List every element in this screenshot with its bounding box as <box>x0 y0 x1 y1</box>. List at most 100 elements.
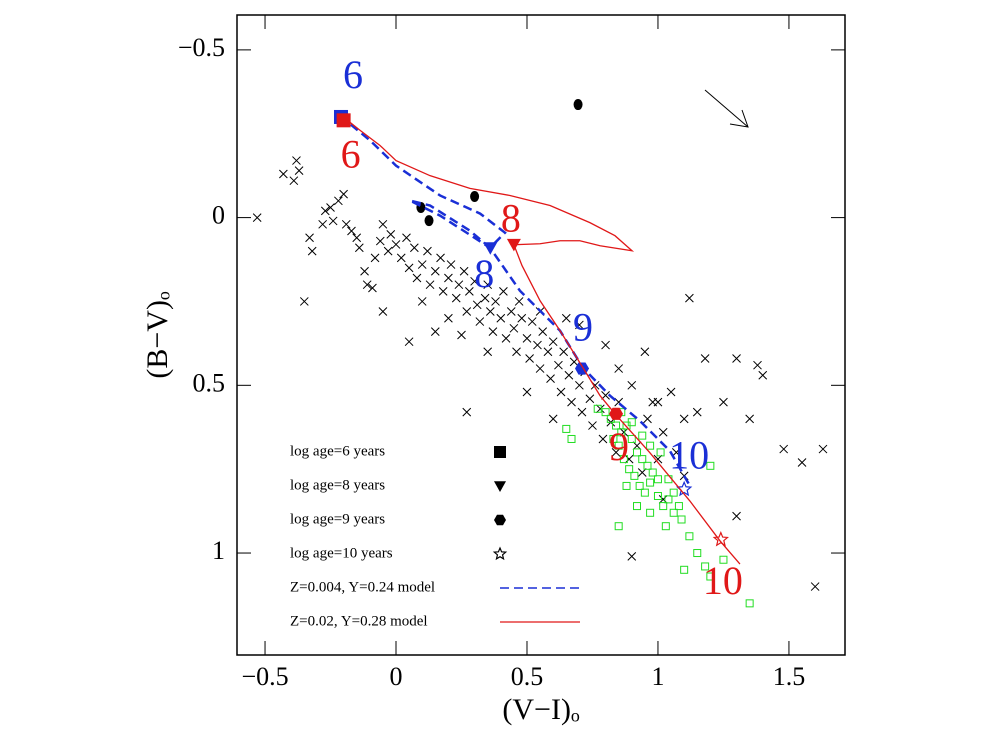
data-point <box>459 266 469 276</box>
data-point <box>386 230 396 239</box>
data-point <box>454 280 464 290</box>
data-point <box>546 374 555 383</box>
data-point <box>465 287 474 296</box>
data-point <box>533 340 542 350</box>
data-point <box>512 347 521 357</box>
data-point <box>409 243 419 253</box>
age-marker <box>483 242 498 255</box>
data-point <box>653 492 662 501</box>
data-point <box>307 246 317 256</box>
y-tick-label: 1 <box>212 536 225 565</box>
data-point <box>567 434 576 443</box>
data-point <box>424 215 434 227</box>
data-point <box>514 297 524 306</box>
data-point <box>646 478 655 487</box>
data-point <box>653 397 663 407</box>
data-point <box>352 233 362 243</box>
data-point <box>457 330 466 340</box>
data-point <box>601 340 610 350</box>
data-point <box>347 226 356 236</box>
data-point <box>341 219 351 229</box>
age-marker <box>336 113 351 128</box>
data-point <box>719 555 728 564</box>
x-tick-label: 1.5 <box>773 662 806 691</box>
data-point <box>334 196 343 206</box>
data-point <box>685 293 694 303</box>
data-point <box>417 297 427 306</box>
data-point <box>588 421 597 430</box>
data-point <box>674 502 683 511</box>
data-point <box>661 522 670 531</box>
data-point <box>779 444 789 454</box>
data-point <box>491 297 500 306</box>
data-point <box>305 233 314 243</box>
data-point <box>679 414 689 424</box>
data-point <box>635 481 644 490</box>
x-tick-label: −0.5 <box>241 662 288 691</box>
data-point <box>627 380 637 390</box>
data-point <box>612 421 621 430</box>
legend-text: log age=8 years <box>290 477 385 493</box>
data-point <box>423 246 432 256</box>
data-point <box>328 216 338 226</box>
data-point <box>595 404 605 414</box>
y-tick-label: −0.5 <box>178 33 225 62</box>
data-point <box>638 431 647 440</box>
data-point <box>653 475 662 484</box>
data-point <box>609 434 618 443</box>
data-point <box>326 203 335 212</box>
data-point <box>706 572 715 581</box>
data-point <box>611 448 621 457</box>
data-point <box>396 253 406 263</box>
data-point <box>640 488 649 497</box>
data-point <box>745 599 754 608</box>
legend-text: Z=0.02, Y=0.28 model <box>290 613 428 629</box>
age-marker <box>506 238 521 252</box>
data-point <box>732 354 741 363</box>
data-point <box>444 313 453 323</box>
data-point <box>425 280 435 290</box>
x-tick-label: 0.5 <box>511 662 544 691</box>
data-point <box>375 236 385 246</box>
age-label: 6 <box>341 131 361 176</box>
data-point <box>483 280 493 290</box>
data-point <box>753 360 762 370</box>
data-point <box>732 511 741 521</box>
data-point <box>368 283 377 293</box>
data-point <box>462 407 472 417</box>
data-point <box>625 465 634 474</box>
model-track <box>344 117 741 565</box>
data-point <box>692 407 702 417</box>
data-point <box>525 354 534 363</box>
data-point <box>543 347 553 357</box>
data-point <box>527 317 537 326</box>
data-point <box>430 266 440 276</box>
data-point <box>646 441 655 450</box>
legend-symbol <box>494 481 506 492</box>
data-point <box>279 169 288 179</box>
reddening-vector <box>704 89 749 128</box>
data-point <box>404 337 414 347</box>
data-point <box>601 391 610 400</box>
data-point <box>522 334 532 343</box>
data-point <box>391 240 401 249</box>
data-point <box>472 300 482 310</box>
data-point <box>601 408 610 417</box>
data-point <box>562 424 571 433</box>
data-point <box>517 313 527 323</box>
data-point <box>339 189 348 199</box>
data-point <box>656 448 665 457</box>
data-point <box>643 414 652 424</box>
data-point <box>430 327 440 336</box>
data-point <box>548 337 558 347</box>
data-point <box>444 273 453 283</box>
data-point <box>506 307 516 316</box>
data-point <box>370 253 380 263</box>
data-point <box>719 397 728 407</box>
data-point <box>451 293 461 303</box>
data-point <box>252 213 262 222</box>
data-point <box>701 562 710 571</box>
data-point <box>496 313 506 323</box>
data-point <box>362 280 372 290</box>
